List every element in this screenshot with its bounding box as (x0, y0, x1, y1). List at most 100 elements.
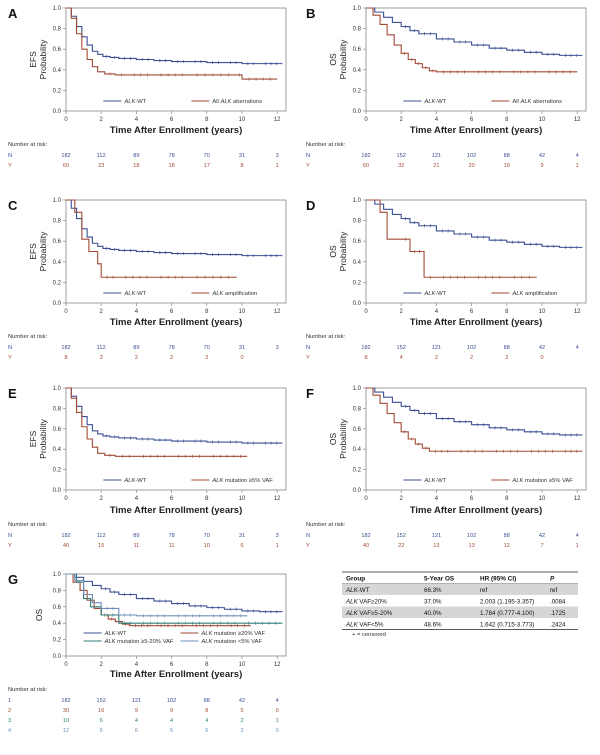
risk-value: 78 (168, 345, 174, 351)
panel-letter: B (306, 6, 315, 21)
risk-value: 21 (433, 163, 439, 169)
legend: ALK-WT ALK amplification (103, 291, 257, 297)
risk-value: 88 (504, 153, 510, 159)
risk-value: 0 (240, 355, 243, 361)
x-tick-label: 4 (435, 496, 439, 502)
legend-text: ALK (423, 99, 436, 105)
km-curve-1 (66, 573, 283, 613)
panel-letter: F (306, 386, 314, 401)
risk-row-label: N (8, 153, 12, 159)
x-tick-label: 12 (274, 496, 281, 502)
risk-value: 11 (133, 543, 139, 549)
y-tick-label: 0.2 (353, 468, 362, 474)
risk-value: 88 (204, 698, 210, 704)
y-tick-label: 1.0 (353, 6, 362, 12)
x-tick-label: 2 (100, 662, 104, 668)
km-curve-1 (366, 387, 583, 436)
y-tick-label: 0.2 (53, 638, 62, 644)
legend: ALK-WT All ALK aberrations (103, 99, 262, 105)
x-axis-label: Time After Enrollment (years) (110, 669, 243, 680)
y-axis-label: OS (328, 433, 338, 446)
table-header: 5-Year OS (424, 576, 455, 583)
legend: ALK-WT ALK mutation ≥5% VAF (403, 478, 573, 484)
risk-value: 6 (135, 728, 138, 734)
legend-text: amplification (223, 291, 257, 297)
risk-value: 4 (576, 153, 579, 159)
risk-title: Number at risk: (8, 522, 48, 528)
risk-value: 1 (576, 163, 579, 169)
risk-value: 10 (204, 543, 210, 549)
x-tick-label: 8 (505, 309, 509, 315)
table-cell-p: ref (550, 587, 558, 594)
x-tick-label: 0 (64, 117, 68, 123)
risk-value: 78 (168, 153, 174, 159)
table-cell-os: 40.0% (424, 610, 442, 617)
legend-text: ALK (123, 291, 136, 297)
y-tick-label: 0.0 (53, 109, 62, 115)
x-tick-label: 0 (364, 309, 368, 315)
y-tick-label: 1.0 (353, 198, 362, 204)
legend-text: mutation ≥5% VAF (223, 478, 273, 484)
legend-text: ALK (104, 639, 117, 645)
table-cell-os: 37.0% (424, 599, 442, 606)
legend-entry: ALK-WT (104, 631, 127, 637)
risk-value: 88 (504, 533, 510, 539)
risk-value: 42 (539, 153, 545, 159)
legend-text: ALK (211, 478, 224, 484)
risk-value: 40 (63, 543, 69, 549)
risk-value: 102 (467, 153, 476, 159)
y-tick-label: 0.4 (353, 68, 362, 74)
risk-value: 102 (467, 345, 476, 351)
y-tick-label: 1.0 (353, 386, 362, 392)
legend-text: -WT (116, 631, 127, 637)
table-row-bg (342, 583, 578, 595)
legend-entry: All ALK aberrations (212, 99, 262, 105)
risk-row-label: 2 (8, 708, 11, 714)
y-tick-label: 0.8 (53, 406, 62, 412)
y-tick-label: 0.4 (353, 447, 362, 453)
risk-table: Number at risk:N 182 152 121 102 88 42 4Y 40 22 13… (306, 522, 579, 549)
risk-value: 1 (276, 543, 279, 549)
panel-letter: G (8, 572, 18, 587)
risk-value: 0 (540, 355, 543, 361)
risk-value: 88 (504, 345, 510, 351)
km-panel-b: B 0.0 0.2 0.4 0.6 0.8 1.0 0 2 4 6 8 10 12 OS Probabilit… (306, 6, 587, 169)
risk-value: 8 (64, 355, 67, 361)
panel-letter: A (8, 6, 18, 21)
risk-row-label: N (306, 153, 310, 159)
x-tick-label: 2 (100, 309, 104, 315)
risk-value: 112 (97, 345, 106, 351)
risk-table: Number at risk:N 182 112 89 78 70 31 3Y 40 15 11 11… (8, 522, 279, 549)
risk-value: 40 (363, 543, 369, 549)
legend-text: ALK (200, 631, 213, 637)
legend-text: ALK (423, 291, 436, 297)
risk-table: Number at risk:N 182 112 89 78 70 31 3Y 60 23 18 18… (8, 142, 279, 169)
x-tick-label: 8 (205, 662, 209, 668)
risk-value: 13 (468, 543, 474, 549)
group-rest: VAF≥20% (358, 599, 388, 606)
risk-value: 4 (135, 718, 138, 724)
table-cell-p: .2424 (550, 622, 566, 629)
y-axis-label: Probability (38, 231, 48, 271)
y-tick-label: 1.0 (53, 198, 62, 204)
x-tick-label: 0 (64, 662, 68, 668)
risk-title: Number at risk: (8, 142, 48, 148)
km-panel-a: A 0.0 0.2 0.4 0.6 0.8 1.0 0 2 4 6 8 10 12 EFS Probabili… (8, 6, 287, 169)
table-cell-group: ALK VAF≥20% (345, 599, 387, 606)
risk-table: Number at risk:1 182 152 121 102 88 42 42 30 16 9 9… (8, 687, 279, 734)
y-tick-label: 1.0 (53, 6, 62, 12)
risk-value: 78 (168, 533, 174, 539)
x-tick-label: 0 (64, 496, 68, 502)
y-tick-label: 0.4 (53, 621, 62, 627)
risk-value: 6 (100, 718, 103, 724)
x-tick-label: 2 (400, 117, 404, 123)
risk-table: Number at risk: N 182 112 89 78 70 31 3 Y 8 3 2 2 2 0 (8, 334, 279, 361)
y-tick-label: 0.6 (353, 239, 362, 245)
y-axis-label: EFS (28, 51, 38, 68)
table-row-bg (342, 618, 578, 630)
legend-text: ALK (123, 99, 136, 105)
y-tick-label: 0.8 (53, 588, 62, 594)
risk-value: 2 (470, 355, 473, 361)
risk-value: 15 (98, 543, 104, 549)
